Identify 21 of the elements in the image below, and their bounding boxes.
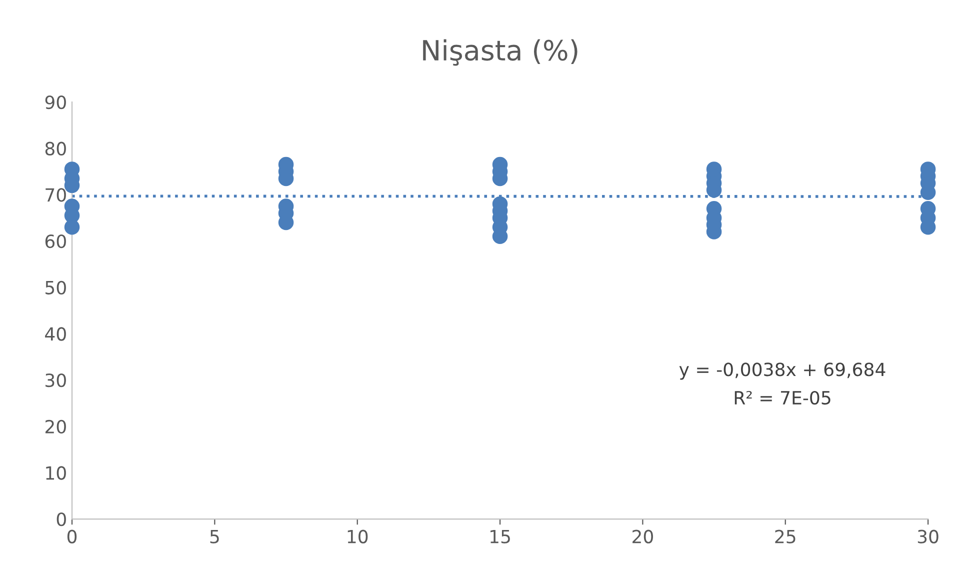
annotation: y = -0,0038x + 69,684 (679, 362, 886, 380)
y-tick-label: 50 (46, 280, 66, 294)
x-tick-label: 25 (775, 530, 796, 544)
x-tick-label: 5 (210, 530, 219, 544)
annotation: R² = 7E-05 (734, 390, 830, 405)
x-tick-label: 10 (348, 530, 368, 544)
y-tick-label: 10 (46, 466, 66, 480)
y-tick-label: 90 (45, 95, 66, 110)
y-tick-label: 20 (45, 420, 66, 434)
x-tick-label: 20 (632, 530, 653, 544)
x-tick-label: 30 (918, 530, 938, 544)
y-tick-label: 40 (45, 327, 66, 341)
y-tick-label: 0 (56, 512, 66, 526)
point (64, 219, 80, 235)
y-tick-label: 70 (46, 188, 66, 202)
chart-title: Nişasta (%) (423, 39, 578, 66)
y-tick-label: 30 (46, 373, 66, 388)
x-tick-label: 15 (490, 530, 510, 544)
y-tick-label: 80 (45, 142, 66, 156)
x-tick-label: 0 (67, 530, 77, 544)
y-tick-label: 60 (45, 234, 66, 248)
